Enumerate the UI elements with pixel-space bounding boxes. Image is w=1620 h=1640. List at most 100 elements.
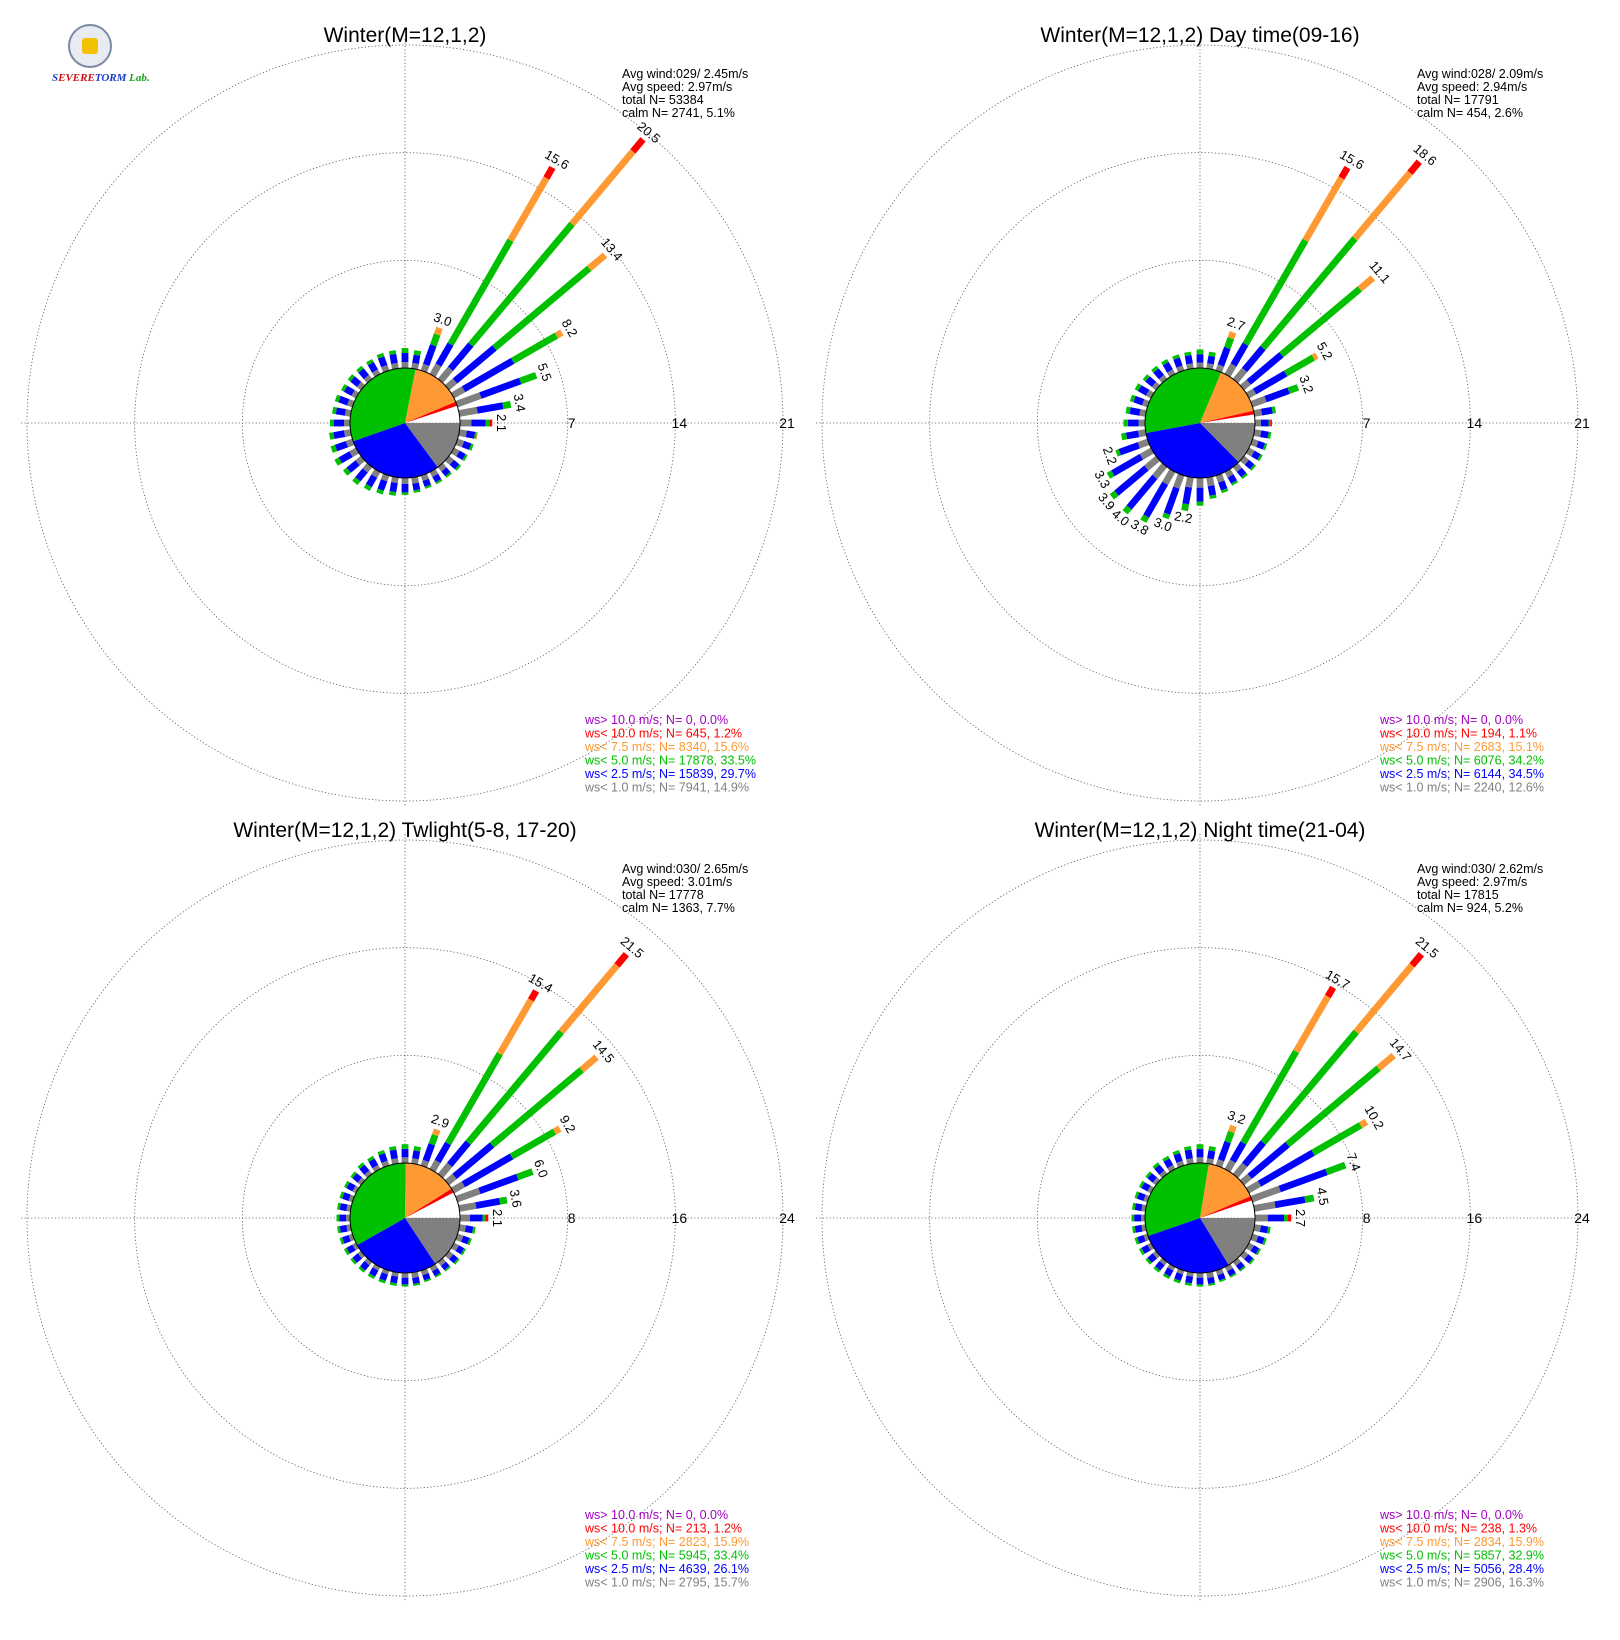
bar-segment-320deg xyxy=(363,374,373,384)
bar-segment-80deg xyxy=(499,1196,508,1205)
bar-segment-250deg xyxy=(345,438,355,448)
grid-ring xyxy=(134,947,676,1489)
bar-segment-310deg xyxy=(350,376,362,387)
bar-segment-190deg xyxy=(390,1275,399,1284)
bar-segment-40deg xyxy=(1241,345,1266,373)
bar-segment-140deg xyxy=(440,1261,450,1271)
bar-segment-310deg xyxy=(350,1171,357,1179)
legend-entry: ws< 1.0 m/s; N= 2906, 16.3% xyxy=(1379,1576,1544,1590)
bar-segment-320deg xyxy=(364,1170,373,1179)
bar-segment-20deg xyxy=(434,326,443,336)
legend-entry: ws< 5.0 m/s; N= 17878, 33.5% xyxy=(584,754,756,768)
bar-segment-130deg xyxy=(1239,455,1249,465)
bar-segment-140deg xyxy=(1232,462,1242,472)
bar-segment-290deg xyxy=(1129,394,1136,403)
bar-segment-40deg xyxy=(1232,1162,1248,1179)
bar-segment-190deg xyxy=(1185,476,1194,488)
legend-entry: ws< 7.5 m/s; N= 8340, 15.6% xyxy=(584,740,749,754)
bar-segment-170deg xyxy=(412,1276,420,1284)
bar-segment-70deg xyxy=(1250,395,1267,408)
bar-segment-60deg xyxy=(1245,388,1257,399)
bar-segment-150deg xyxy=(432,1268,441,1277)
bar-segment-270deg xyxy=(339,1214,346,1222)
bar-segment-260deg xyxy=(343,429,352,437)
bar-segment-100deg xyxy=(1253,429,1262,438)
bar-value-label: 3.2 xyxy=(1226,1107,1248,1127)
bar-segment-200deg xyxy=(376,488,384,495)
bar-segment-40deg xyxy=(569,149,636,227)
bar-segment-270deg xyxy=(1127,419,1139,427)
bar-segment-200deg xyxy=(1173,1278,1181,1284)
bar-segment-240deg xyxy=(334,457,342,466)
bar-segment-100deg xyxy=(472,1226,476,1234)
bar-segment-200deg xyxy=(1162,512,1171,520)
bar-segment-100deg xyxy=(1259,1225,1269,1234)
bar-segment-270deg xyxy=(334,419,344,427)
bar-segment-170deg xyxy=(413,1282,421,1286)
bar-segment-290deg xyxy=(338,395,350,406)
calm-circle xyxy=(349,1162,461,1274)
bar-segment-90deg xyxy=(471,419,486,427)
calm-circle xyxy=(1144,1162,1256,1274)
bar-segment-220deg xyxy=(352,477,361,485)
bar-segment-60deg xyxy=(1311,1122,1363,1156)
bar-segment-140deg xyxy=(445,472,452,478)
bar-segment-310deg xyxy=(1142,374,1150,382)
bar-segment-130deg xyxy=(444,455,454,465)
bar-segment-170deg xyxy=(411,476,419,484)
ring-label: 21 xyxy=(779,415,795,431)
bar-segment-40deg xyxy=(614,952,629,968)
bar-segment-80deg xyxy=(1304,1194,1315,1203)
bar-segment-280deg xyxy=(1132,1202,1136,1210)
bar-segment-200deg xyxy=(1176,1268,1185,1275)
bar-value-label: 15.6 xyxy=(542,147,571,173)
bar-segment-100deg xyxy=(475,432,478,440)
bar-segment-10deg xyxy=(1207,1150,1216,1160)
bar-segment-260deg xyxy=(333,430,346,439)
bar-segment-0deg xyxy=(401,1148,409,1158)
bar-segment-60deg xyxy=(1311,352,1319,361)
bar-segment-10deg xyxy=(411,362,419,370)
bar-segment-0deg xyxy=(1196,1144,1204,1149)
bar-segment-110deg xyxy=(1262,1237,1267,1246)
bar-segment-120deg xyxy=(1245,1242,1254,1252)
bar-segment-0deg xyxy=(1196,1157,1204,1163)
wind-rose-panel-2: 7 14 21 Winter(M=12,1,2) Day time(09-16) Avg… xyxy=(816,24,1590,807)
bar-segment-220deg xyxy=(1159,1257,1168,1266)
bar-segment-50deg xyxy=(1285,1065,1381,1148)
bar-value-label: 2.7 xyxy=(1225,314,1247,334)
legend-entry: ws< 1.0 m/s; N= 7941, 14.9% xyxy=(584,781,749,795)
legend-entry: ws< 5.0 m/s; N= 5945, 33.4% xyxy=(584,1549,749,1563)
legend-entry: ws< 1.0 m/s; N= 2795, 15.7% xyxy=(584,1576,749,1590)
calm-pie-slice xyxy=(349,367,416,442)
bar-segment-340deg xyxy=(376,352,385,359)
bar-segment-50deg xyxy=(587,252,608,271)
bar-segment-260deg xyxy=(1121,432,1127,441)
bar-segment-310deg xyxy=(1147,1173,1157,1183)
bar-segment-180deg xyxy=(401,478,409,484)
stats-line: total N= 17778 xyxy=(622,888,704,902)
bar-segment-290deg xyxy=(1137,1192,1146,1201)
bar-segment-300deg xyxy=(344,1180,350,1189)
calm-pie-slice xyxy=(1144,1162,1209,1236)
bar-segment-80deg xyxy=(502,401,512,410)
bar-segment-180deg xyxy=(401,483,409,493)
stats-line: Avg speed: 2.97m/s xyxy=(1417,875,1527,889)
bar-segment-140deg xyxy=(437,462,447,472)
legend-entry: ws> 10.0 m/s; N= 0, 0.0% xyxy=(584,713,728,727)
bar-segment-330deg xyxy=(1161,359,1169,366)
bar-segment-170deg xyxy=(413,489,421,493)
chart-title: Winter(M=12,1,2) Twlight(5-8, 17-20) xyxy=(233,819,576,842)
bar-segment-220deg xyxy=(360,1261,370,1271)
bar-segment-250deg xyxy=(1137,1235,1146,1244)
bar-segment-150deg xyxy=(435,479,443,485)
bar-segment-40deg xyxy=(437,1162,453,1179)
bar-segment-330deg xyxy=(368,1158,379,1169)
legend-entry: ws< 7.5 m/s; N= 2834, 15.9% xyxy=(1379,1535,1544,1549)
bar-segment-0deg xyxy=(1196,362,1204,368)
bar-segment-40deg xyxy=(630,137,646,154)
bar-segment-100deg xyxy=(1253,1224,1262,1232)
bar-segment-230deg xyxy=(1109,490,1119,500)
bar-segment-140deg xyxy=(444,1265,451,1272)
